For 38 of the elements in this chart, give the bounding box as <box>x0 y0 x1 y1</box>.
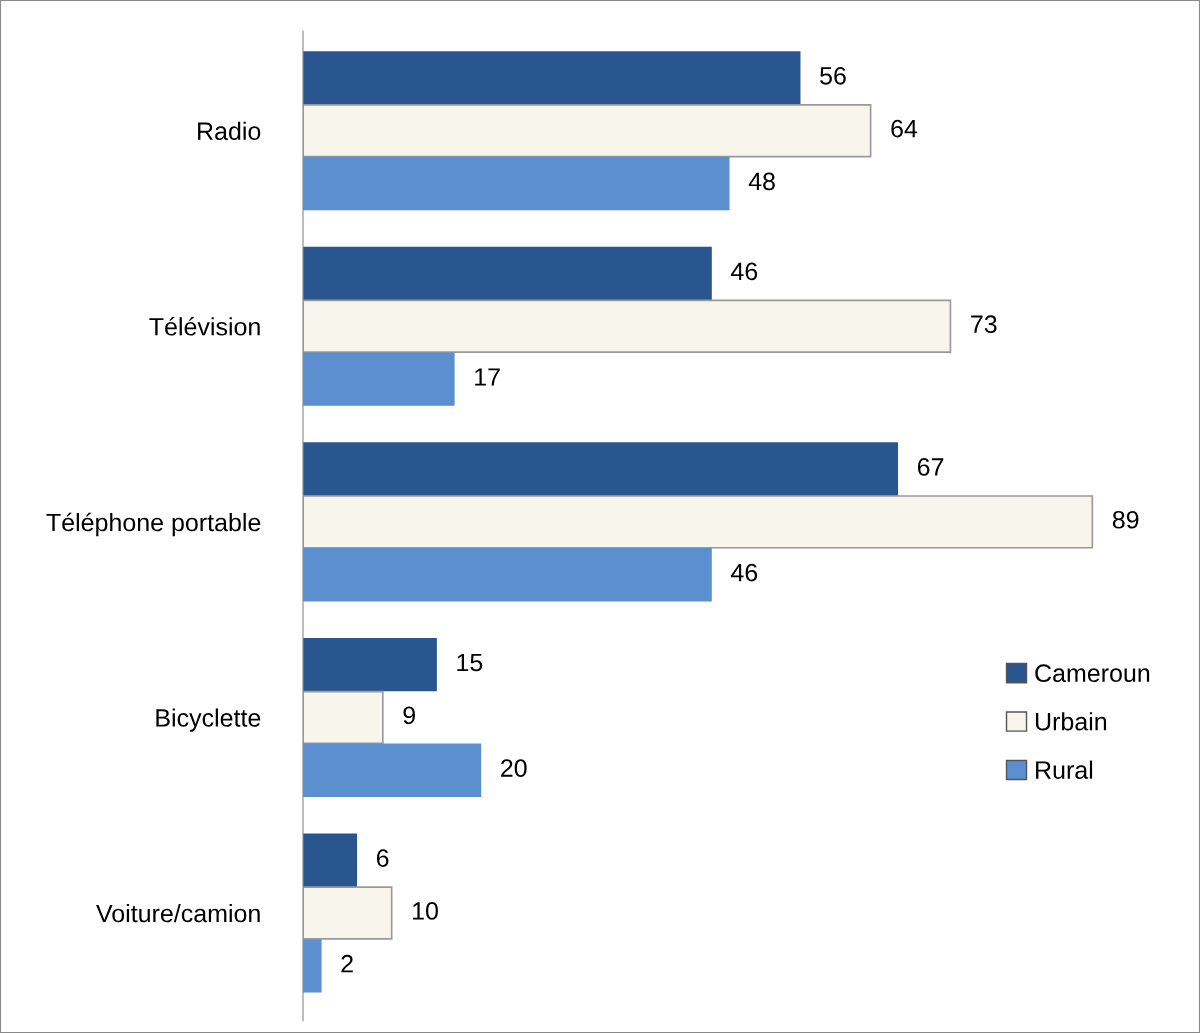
data-label: 6 <box>376 849 389 867</box>
data-label: 64 <box>891 119 918 138</box>
bar <box>303 246 712 301</box>
bar <box>303 547 712 602</box>
data-label: 67 <box>917 458 944 476</box>
data-label: 89 <box>1112 510 1139 529</box>
bar <box>303 495 1094 549</box>
data-label: 15 <box>457 653 483 672</box>
bar <box>303 939 322 993</box>
bar <box>303 104 872 158</box>
data-label: 73 <box>971 315 997 334</box>
data-label: 46 <box>730 262 758 281</box>
legend-label: Cameroun <box>1035 664 1150 683</box>
bar <box>303 743 482 797</box>
data-label: 10 <box>413 902 438 920</box>
data-label: 48 <box>748 172 775 191</box>
legend-label: Rural <box>1036 760 1093 779</box>
bar <box>303 299 952 354</box>
y-tick-label: Radio <box>198 121 261 141</box>
bar <box>303 637 437 692</box>
data-label: 17 <box>475 368 500 386</box>
bar <box>303 690 384 745</box>
legend-label: Urbain <box>1035 712 1107 731</box>
y-tick-label: Téléphone portable <box>46 512 261 537</box>
bar <box>303 156 730 211</box>
bar <box>303 833 358 887</box>
y-tick-label: Bicyclette <box>156 708 261 732</box>
data-label: 9 <box>403 706 415 725</box>
y-tick-label: Voiture/camion <box>96 903 260 923</box>
data-label: 20 <box>501 759 527 777</box>
y-tick-label: Télévision <box>149 316 260 336</box>
bar <box>303 886 393 940</box>
data-label: 2 <box>341 954 353 973</box>
bar <box>303 51 801 105</box>
bar <box>303 442 899 496</box>
bar <box>303 352 455 406</box>
data-label: 56 <box>820 66 846 85</box>
data-label: 46 <box>730 563 758 582</box>
